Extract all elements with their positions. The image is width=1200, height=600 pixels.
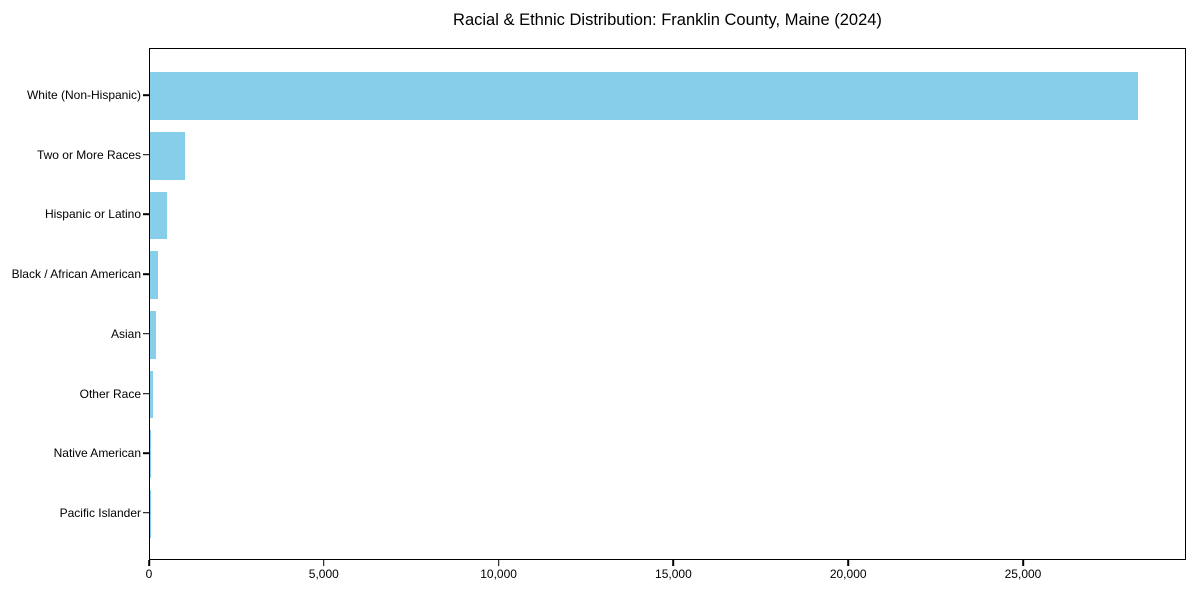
y-tick-label: Other Race [79, 386, 141, 401]
y-tick-label: Two or More Races [36, 147, 141, 162]
y-tick-label: Native American [53, 446, 141, 461]
y-tick-label: White (Non-Hispanic) [26, 88, 141, 103]
bar [150, 131, 185, 180]
y-tick [143, 512, 149, 514]
x-tick [672, 560, 675, 566]
y-tick [143, 333, 149, 335]
x-tick [1022, 560, 1024, 566]
bar [150, 430, 152, 479]
x-tick-label: 0 [145, 567, 153, 581]
y-tick [143, 213, 149, 216]
y-tick [143, 273, 149, 275]
x-tick [847, 560, 849, 566]
y-tick [143, 392, 149, 395]
y-tick-label: Black / African American [11, 267, 141, 282]
chart-title: Racial & Ethnic Distribution: Franklin C… [453, 11, 882, 29]
x-tick-label: 5,000 [308, 567, 339, 581]
y-tick-label: Asian [110, 326, 141, 341]
x-tick-label: 10,000 [480, 567, 517, 581]
y-tick [143, 94, 149, 96]
bar [150, 72, 1138, 120]
bar [150, 370, 154, 419]
y-tick-label: Pacific Islander [59, 505, 141, 520]
plot-area [149, 48, 1186, 560]
bar [150, 251, 159, 300]
x-tick [148, 560, 150, 566]
bar [150, 191, 167, 240]
x-tick-label: 25,000 [1004, 567, 1042, 581]
y-tick-label: Hispanic or Latino [44, 207, 141, 222]
x-tick [497, 560, 500, 566]
x-tick [323, 560, 325, 566]
x-tick-label: 15,000 [655, 567, 692, 581]
y-tick [143, 452, 149, 454]
bar [150, 310, 157, 359]
y-tick [143, 154, 149, 156]
bar [150, 489, 151, 538]
x-tick-label: 20,000 [829, 567, 867, 581]
